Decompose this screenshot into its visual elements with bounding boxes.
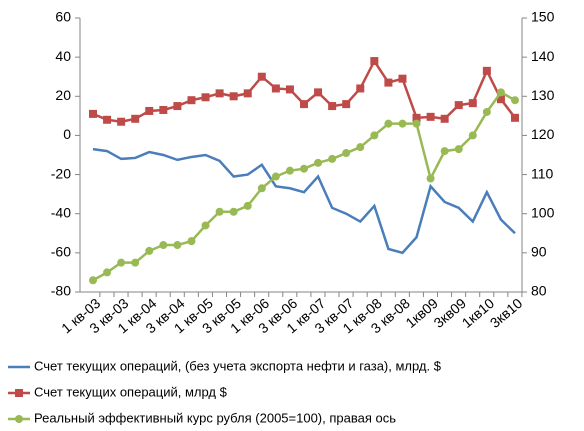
series-line bbox=[92, 147, 516, 255]
marker bbox=[426, 112, 435, 121]
marker bbox=[271, 84, 280, 93]
marker bbox=[496, 95, 505, 104]
marker bbox=[89, 109, 97, 118]
marker bbox=[328, 102, 337, 111]
marker bbox=[131, 258, 140, 267]
y-tick-label: -20 bbox=[51, 165, 71, 181]
marker bbox=[229, 207, 238, 216]
marker bbox=[412, 119, 421, 128]
marker bbox=[117, 258, 126, 267]
marker bbox=[300, 164, 308, 173]
marker bbox=[271, 172, 280, 181]
marker bbox=[173, 102, 182, 111]
marker bbox=[243, 201, 252, 210]
y-tick-label: 40 bbox=[55, 48, 71, 64]
marker bbox=[370, 57, 379, 66]
marker bbox=[468, 99, 477, 108]
legend-label: Счет текущих операций, (без учета экспор… bbox=[34, 358, 442, 373]
marker bbox=[117, 117, 126, 126]
y2-tick-label: 140 bbox=[531, 48, 555, 64]
marker bbox=[229, 92, 238, 101]
marker bbox=[314, 88, 323, 97]
marker bbox=[454, 145, 463, 154]
marker bbox=[440, 114, 449, 123]
y-tick-label: 0 bbox=[63, 126, 71, 142]
marker bbox=[257, 184, 266, 193]
marker bbox=[482, 66, 491, 75]
marker bbox=[370, 131, 379, 140]
marker bbox=[454, 101, 463, 110]
marker bbox=[89, 276, 97, 285]
marker bbox=[468, 131, 477, 140]
marker bbox=[159, 105, 168, 114]
marker bbox=[243, 89, 252, 98]
marker bbox=[103, 268, 112, 277]
legend-marker bbox=[15, 415, 23, 423]
marker bbox=[511, 113, 519, 122]
y2-tick-label: 90 bbox=[531, 244, 547, 260]
marker bbox=[159, 241, 168, 250]
y-tick-label: -80 bbox=[51, 283, 71, 299]
y-tick-label: -40 bbox=[51, 204, 71, 220]
marker bbox=[496, 88, 505, 97]
marker bbox=[342, 100, 351, 109]
marker bbox=[300, 100, 308, 109]
legend-label: Реальный эффективный курс рубля (2005=10… bbox=[34, 410, 396, 425]
marker bbox=[412, 113, 421, 122]
marker bbox=[173, 241, 182, 250]
y-tick-label: 20 bbox=[55, 87, 71, 103]
marker bbox=[482, 107, 491, 116]
x-tick-label: 3кв10 bbox=[487, 295, 526, 331]
marker bbox=[201, 221, 210, 230]
marker bbox=[103, 115, 112, 124]
y2-tick-label: 110 bbox=[531, 165, 554, 181]
marker bbox=[426, 174, 435, 183]
y-tick-label: -60 bbox=[51, 244, 71, 260]
y2-tick-label: 150 bbox=[531, 9, 555, 25]
series-line bbox=[92, 90, 516, 282]
marker bbox=[215, 207, 224, 216]
marker bbox=[215, 89, 224, 98]
marker bbox=[145, 106, 154, 115]
marker bbox=[440, 147, 449, 156]
marker bbox=[398, 119, 407, 128]
marker bbox=[342, 149, 351, 158]
marker bbox=[201, 93, 210, 102]
marker bbox=[356, 143, 365, 152]
marker bbox=[187, 96, 196, 105]
marker bbox=[511, 96, 519, 105]
y2-tick-label: 130 bbox=[531, 87, 555, 103]
marker bbox=[145, 246, 154, 255]
marker bbox=[285, 85, 294, 94]
marker bbox=[314, 158, 323, 167]
y2-tick-label: 80 bbox=[531, 283, 547, 299]
marker bbox=[187, 237, 196, 246]
marker bbox=[384, 119, 393, 128]
y-tick-label: 60 bbox=[55, 9, 71, 25]
marker bbox=[398, 74, 407, 83]
legend-marker bbox=[15, 389, 23, 397]
legend-label: Счет текущих операций, млрд $ bbox=[34, 384, 228, 399]
marker bbox=[356, 84, 365, 93]
marker bbox=[384, 78, 393, 87]
marker bbox=[257, 72, 266, 81]
series-line bbox=[92, 58, 516, 123]
y2-tick-label: 120 bbox=[531, 126, 555, 142]
y2-tick-label: 100 bbox=[531, 204, 555, 220]
marker bbox=[328, 154, 337, 163]
marker bbox=[131, 114, 140, 123]
marker bbox=[285, 166, 294, 175]
